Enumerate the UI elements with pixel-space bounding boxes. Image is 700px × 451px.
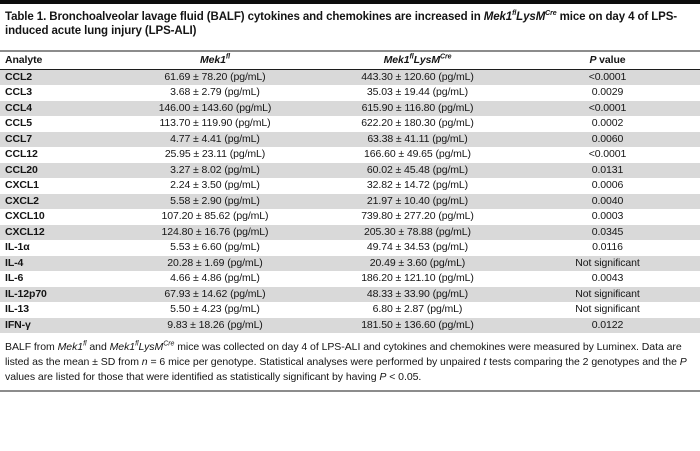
analyte-cell: IL-4 — [5, 256, 24, 269]
table-row: IL-4 20.28 ± 1.69 (pg/mL) 20.49 ± 3.60 (pg… — [0, 255, 700, 271]
mek1fl-lysmcre-value-cell: 622.20 ± 180.30 (pg/mL) — [361, 117, 474, 129]
mek1fl-value-cell: 146.00 ± 143.60 (pg/mL) — [158, 101, 272, 114]
analyte-cell: CXCL1 — [5, 179, 39, 191]
table-title: Table 1. Bronchoalveolar lavage fluid (B… — [5, 10, 678, 37]
mek1fl-value-cell: 4.66 ± 4.86 (pg/mL) — [170, 272, 260, 284]
table-header: Analyte Mek1fl Mek1flLysMCre P value — [0, 52, 700, 70]
col-header-p-value: P value — [515, 52, 700, 70]
table-bottom-rule — [0, 390, 700, 392]
table-row: CCL5 113.70 ± 119.90 (pg/mL) 622.20 ± 180.… — [0, 116, 700, 132]
p-value-cell: Not significant — [575, 287, 640, 300]
mek1fl-lysmcre-value-cell: 443.30 ± 120.60 (pg/mL) — [361, 70, 474, 83]
table-row: IL-6 4.66 ± 4.86 (pg/mL) 186.20 ± 121.10 (… — [0, 271, 700, 287]
table-row: CXCL2 5.58 ± 2.90 (pg/mL) 21.97 ± 10.40 (p… — [0, 193, 700, 209]
analyte-cell: IL-13 — [5, 303, 30, 315]
analyte-cell: IL-1α — [5, 241, 30, 253]
mek1fl-lysmcre-value-cell: 21.97 ± 10.40 (pg/mL) — [366, 194, 469, 207]
table-row: IFN-γ 9.83 ± 18.26 (pg/mL) 181.50 ± 136.60… — [0, 317, 700, 333]
analyte-cell: CCL4 — [5, 101, 33, 114]
mek1fl-lysmcre-value-cell: 35.03 ± 19.44 (pg/mL) — [366, 86, 469, 98]
mek1fl-value-cell: 2.24 ± 3.50 (pg/mL) — [170, 179, 260, 191]
table-row: CCL20 3.27 ± 8.02 (pg/mL) 60.02 ± 45.48 (p… — [0, 162, 700, 178]
p-value-cell: Not significant — [575, 303, 640, 315]
mek1fl-lysmcre-value-cell: 60.02 ± 45.48 (pg/mL) — [366, 163, 469, 176]
table-row: CCL4 146.00 ± 143.60 (pg/mL) 615.90 ± 116.… — [0, 100, 700, 116]
p-value-cell: 0.0002 — [591, 117, 624, 129]
data-table: Analyte Mek1fl Mek1flLysMCre P value CCL… — [0, 52, 700, 333]
table-row: IL-1α 5.53 ± 6.60 (pg/mL) 49.74 ± 34.53 (p… — [0, 240, 700, 256]
table-row: IL-13 5.50 ± 4.23 (pg/mL) 6.80 ± 2.87 (pg/… — [0, 302, 700, 318]
col-header-analyte: Analyte — [0, 52, 110, 70]
col-header-mek1fl: Mek1fl — [110, 52, 320, 70]
table-row: CCL7 4.77 ± 4.41 (pg/mL) 63.38 ± 41.11 (pg… — [0, 131, 700, 147]
table-header-row: Analyte Mek1fl Mek1flLysMCre P value — [0, 52, 700, 70]
mek1fl-value-cell: 3.68 ± 2.79 (pg/mL) — [170, 86, 260, 98]
mek1fl-lysmcre-value-cell: 205.30 ± 78.88 (pg/mL) — [364, 225, 471, 238]
p-value-cell: 0.0029 — [591, 86, 624, 98]
mek1fl-lysmcre-value-cell: 63.38 ± 41.11 (pg/mL) — [367, 132, 468, 145]
p-value-cell: 0.0060 — [591, 132, 624, 145]
analyte-cell: IL-6 — [5, 272, 24, 284]
p-value-cell: 0.0345 — [591, 225, 624, 238]
analyte-cell: CXCL12 — [5, 225, 45, 238]
mek1fl-lysmcre-value-cell: 49.74 ± 34.53 (pg/mL) — [366, 241, 469, 253]
analyte-cell: CCL2 — [5, 70, 33, 83]
mek1fl-lysmcre-value-cell: 186.20 ± 121.10 (pg/mL) — [361, 272, 474, 284]
mek1fl-value-cell: 3.27 ± 8.02 (pg/mL) — [170, 163, 260, 176]
table-row: CXCL12 124.80 ± 16.76 (pg/mL) 205.30 ± 78.… — [0, 224, 700, 240]
p-value-cell: 0.0043 — [591, 272, 624, 284]
table-row: CCL2 61.69 ± 78.20 (pg/mL) 443.30 ± 120.60… — [0, 69, 700, 85]
table-body: CCL2 61.69 ± 78.20 (pg/mL) 443.30 ± 120.60… — [0, 69, 700, 333]
p-value-cell: 0.0003 — [591, 210, 624, 222]
p-value-cell: Not significant — [575, 256, 640, 269]
table-row: CXCL10 107.20 ± 85.62 (pg/mL) 739.80 ± 277… — [0, 209, 700, 225]
analyte-cell: CCL5 — [5, 117, 33, 129]
mek1fl-value-cell: 5.58 ± 2.90 (pg/mL) — [170, 194, 260, 207]
title-separator-rule — [0, 50, 700, 52]
table-row: IL-12p70 67.93 ± 14.62 (pg/mL) 48.33 ± 33.… — [0, 286, 700, 302]
mek1fl-value-cell: 5.50 ± 4.23 (pg/mL) — [170, 303, 260, 315]
analyte-cell: CCL3 — [5, 86, 33, 98]
mek1fl-lysmcre-value-cell: 739.80 ± 277.20 (pg/mL) — [361, 210, 474, 222]
mek1fl-value-cell: 61.69 ± 78.20 (pg/mL) — [164, 70, 266, 83]
mek1fl-value-cell: 107.20 ± 85.62 (pg/mL) — [161, 210, 269, 222]
analyte-cell: CCL7 — [5, 132, 33, 145]
table-footnote: BALF from Mek1fl and Mek1flLysMCre mice … — [5, 340, 687, 384]
mek1fl-value-cell: 20.28 ± 1.69 (pg/mL) — [167, 256, 263, 269]
p-value-cell: 0.0040 — [591, 194, 624, 207]
mek1fl-value-cell: 113.70 ± 119.90 (pg/mL) — [159, 117, 271, 129]
mek1fl-value-cell: 67.93 ± 14.62 (pg/mL) — [164, 287, 266, 300]
mek1fl-lysmcre-value-cell: 20.49 ± 3.60 (pg/mL) — [369, 256, 466, 269]
table-row: CCL12 25.95 ± 23.11 (pg/mL) 166.60 ± 49.65… — [0, 147, 700, 163]
mek1fl-lysmcre-value-cell: 48.33 ± 33.90 (pg/mL) — [366, 287, 469, 300]
mek1fl-value-cell: 25.95 ± 23.11 (pg/mL) — [164, 148, 266, 160]
analyte-cell: IL-12p70 — [5, 287, 47, 300]
mek1fl-value-cell: 124.80 ± 16.76 (pg/mL) — [161, 225, 269, 238]
mek1fl-lysmcre-value-cell: 166.60 ± 49.65 (pg/mL) — [364, 148, 471, 160]
mek1fl-value-cell: 4.77 ± 4.41 (pg/mL) — [170, 132, 260, 145]
analyte-cell: CXCL2 — [5, 194, 39, 207]
analyte-cell: CCL20 — [5, 163, 38, 176]
table-row: CCL3 3.68 ± 2.79 (pg/mL) 35.03 ± 19.44 (pg… — [0, 85, 700, 101]
mek1fl-lysmcre-value-cell: 181.50 ± 136.60 (pg/mL) — [361, 318, 474, 331]
p-value-cell: 0.0122 — [591, 318, 624, 331]
p-value-cell: <0.0001 — [588, 148, 627, 160]
journal-table-figure: Table 1. Bronchoalveolar lavage fluid (B… — [0, 0, 700, 392]
mek1fl-value-cell: 5.53 ± 6.60 (pg/mL) — [170, 241, 260, 253]
mek1fl-lysmcre-value-cell: 6.80 ± 2.87 (pg/mL) — [372, 303, 463, 315]
mek1fl-value-cell: 9.83 ± 18.26 (pg/mL) — [167, 318, 263, 331]
table-row: CXCL1 2.24 ± 3.50 (pg/mL) 32.82 ± 14.72 (p… — [0, 178, 700, 194]
p-value-cell: <0.0001 — [588, 101, 627, 114]
p-value-cell: 0.0116 — [592, 241, 623, 253]
p-value-cell: <0.0001 — [588, 70, 627, 83]
mek1fl-lysmcre-value-cell: 615.90 ± 116.80 (pg/mL) — [361, 101, 474, 114]
p-value-cell: 0.0006 — [591, 179, 624, 191]
analyte-cell: CXCL10 — [5, 210, 45, 222]
table-top-rule — [0, 0, 700, 4]
mek1fl-lysmcre-value-cell: 32.82 ± 14.72 (pg/mL) — [366, 179, 469, 191]
analyte-cell: CCL12 — [5, 148, 38, 160]
col-header-mek1fl-lysmcre: Mek1flLysMCre — [320, 52, 515, 70]
analyte-cell: IFN-γ — [5, 318, 31, 331]
p-value-cell: 0.0131 — [591, 163, 624, 176]
